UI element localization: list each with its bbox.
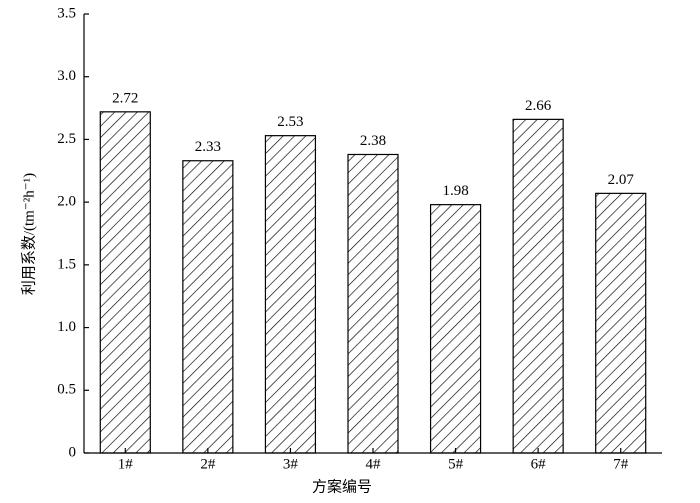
bar	[264, 135, 317, 454]
x-axis-label: 方案编号	[312, 477, 372, 495]
y-tick-label: 0	[69, 444, 77, 460]
y-tick-label: 1.5	[57, 256, 76, 272]
bar	[512, 118, 564, 454]
y-tick-label: 0.5	[57, 382, 76, 398]
y-tick-label: 3.5	[57, 5, 76, 21]
x-tick-label: 6#	[531, 456, 547, 472]
value-label: 2.07	[608, 172, 635, 188]
value-label: 1.98	[442, 183, 468, 199]
x-tick-label: 7#	[613, 456, 629, 472]
value-label: 2.53	[277, 114, 303, 130]
x-tick-label: 3#	[283, 456, 299, 472]
x-tick-label: 4#	[366, 456, 382, 472]
y-tick-label: 1.0	[57, 319, 76, 335]
bar	[99, 111, 151, 454]
bar	[182, 160, 234, 454]
value-label: 2.38	[360, 133, 386, 149]
x-tick-label: 2#	[200, 456, 216, 472]
x-tick-label: 5#	[448, 456, 464, 472]
x-tick-label: 1#	[118, 456, 134, 472]
y-tick-label: 3.0	[57, 68, 76, 84]
value-label: 2.33	[195, 139, 221, 155]
y-axis-label: 利用系数/(tm⁻²h⁻¹)	[20, 173, 37, 295]
value-label: 2.66	[525, 98, 552, 114]
bar	[429, 204, 482, 454]
bar	[347, 153, 399, 454]
value-label: 2.72	[112, 90, 138, 106]
y-tick-label: 2.5	[57, 131, 76, 147]
y-tick-label: 2.0	[57, 194, 76, 210]
bar	[595, 192, 647, 454]
